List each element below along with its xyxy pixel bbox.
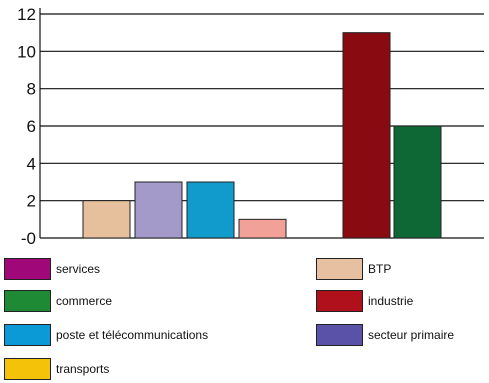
bar-secteur-primaire	[134, 181, 183, 239]
legend-label-industrie: industrie	[368, 294, 414, 308]
legend-swatch-poste-telecommunications	[4, 324, 51, 346]
y-tick-labels: -0 2 4 6 8 10 12	[17, 5, 36, 248]
legend-label-btp: BTP	[368, 262, 392, 276]
legend-swatch-transports	[4, 358, 51, 380]
bar-commerce	[393, 125, 442, 239]
y-tick-label: 2	[27, 192, 36, 211]
legend-swatch-btp	[316, 258, 363, 280]
bars	[82, 32, 442, 239]
legend-label-poste-telecommunications: poste et télécommunications	[56, 328, 209, 342]
y-tick-label: 10	[17, 42, 36, 61]
legend-label-commerce: commerce	[56, 294, 113, 308]
legend-label-services: services	[56, 262, 101, 276]
legend-swatch-commerce	[4, 290, 51, 312]
bar-btp	[82, 200, 131, 239]
y-tick-label: -0	[21, 229, 36, 248]
y-tick-label: 12	[17, 5, 36, 24]
legend-label-secteur-primaire: secteur primaire	[368, 328, 455, 342]
legend-swatch-services	[4, 258, 51, 280]
y-tick-label: 4	[27, 154, 36, 173]
legend: services BTP commerce industrie poste et…	[0, 256, 489, 383]
bar-industrie	[342, 32, 391, 239]
legend-swatch-industrie	[316, 290, 363, 312]
bar-chart: -0 2 4 6 8 10 12	[17, 5, 484, 248]
bar-unlabeled	[238, 218, 287, 239]
bar-poste-et-télécommunications	[186, 181, 235, 239]
legend-swatch-secteur-primaire	[316, 324, 363, 346]
legend-label-transports: transports	[56, 362, 110, 376]
y-tick-label: 6	[27, 117, 36, 136]
y-tick-label: 8	[27, 80, 36, 99]
